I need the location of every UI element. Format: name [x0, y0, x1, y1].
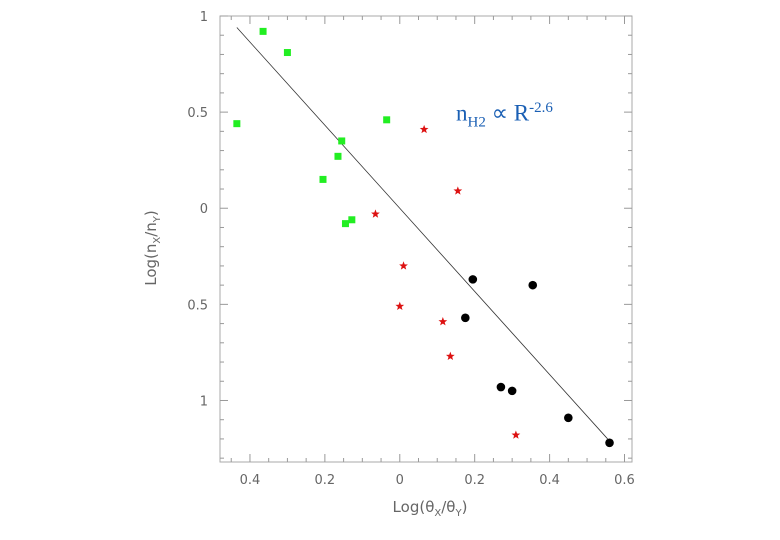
- x-axis-label: Log(θX/θY): [393, 498, 468, 519]
- y-axis-label: Log(nX/nY): [142, 210, 163, 286]
- star-point: [438, 317, 448, 326]
- plot-frame: [219, 15, 633, 463]
- square-point: [338, 137, 346, 145]
- axis-tick-labels: 0.4 0.2 0 0.2 0.4 0.6 1 0.5 0 0.5 1: [187, 10, 635, 488]
- circle-point: [461, 313, 470, 323]
- circle-point: [605, 438, 614, 448]
- circle-point: [496, 382, 506, 392]
- star-point: [511, 430, 521, 439]
- y-tick-label: 0.5: [187, 106, 208, 121]
- y-tick-label: 0: [200, 202, 208, 217]
- square-point: [383, 116, 391, 124]
- x-tick-label: 0.4: [240, 473, 261, 488]
- y-tick-label: 1: [200, 394, 208, 409]
- star-point: [453, 186, 463, 195]
- circle-point: [468, 275, 478, 284]
- data-points: [233, 27, 614, 448]
- square-point: [348, 216, 356, 224]
- fit-line: [236, 27, 608, 440]
- square-point: [283, 49, 291, 57]
- star-point: [371, 209, 380, 218]
- circle-point: [528, 280, 538, 290]
- x-tick-label: 0.2: [464, 473, 485, 488]
- star-point: [445, 351, 455, 360]
- star-point: [419, 124, 429, 134]
- x-tick-label: 0.4: [539, 473, 560, 488]
- y-tick-label: 1: [200, 10, 208, 25]
- square-point: [259, 27, 267, 35]
- square-point: [233, 120, 241, 128]
- star-point: [395, 301, 405, 311]
- square-point: [341, 220, 349, 228]
- x-tick-label: 0.6: [614, 473, 635, 488]
- square-point: [334, 152, 342, 160]
- circle-point: [564, 413, 573, 423]
- power-law-annotation: nH2 ∝ R-2.6: [456, 100, 553, 131]
- star-point: [399, 261, 408, 270]
- x-tick-label: 0.2: [315, 473, 336, 488]
- circle-point: [507, 386, 517, 396]
- square-point: [319, 175, 327, 183]
- y-tick-label: 0.5: [187, 298, 208, 313]
- axis-ticks: [220, 15, 632, 462]
- x-tick-label: 0: [396, 473, 404, 488]
